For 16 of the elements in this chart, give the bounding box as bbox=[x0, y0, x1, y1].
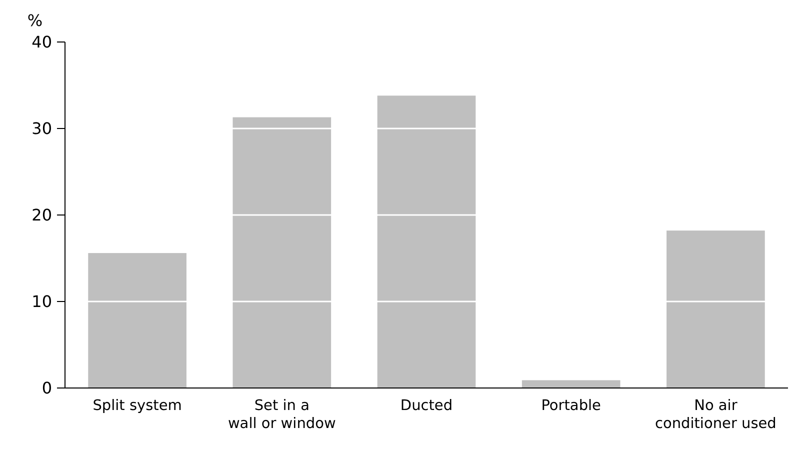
y-tick-label: 40 bbox=[32, 32, 52, 52]
y-tick-label: 30 bbox=[32, 119, 52, 138]
y-tick-label: 10 bbox=[32, 292, 52, 312]
y-tick-label: 0 bbox=[42, 378, 52, 398]
x-tick-label: Portable bbox=[541, 398, 602, 414]
y-tick-label: 20 bbox=[32, 206, 52, 225]
x-tick-label: No air conditioner used bbox=[654, 398, 776, 432]
bar bbox=[88, 253, 186, 388]
x-tick-label: Split system bbox=[92, 398, 182, 414]
x-tick-label: Set in a wall or window bbox=[228, 398, 336, 432]
bar bbox=[232, 117, 332, 388]
y-axis-title: % bbox=[27, 11, 43, 30]
x-tick-label: Ducted bbox=[400, 398, 453, 414]
bar bbox=[522, 380, 620, 388]
bar bbox=[377, 96, 476, 388]
bar bbox=[666, 230, 765, 388]
